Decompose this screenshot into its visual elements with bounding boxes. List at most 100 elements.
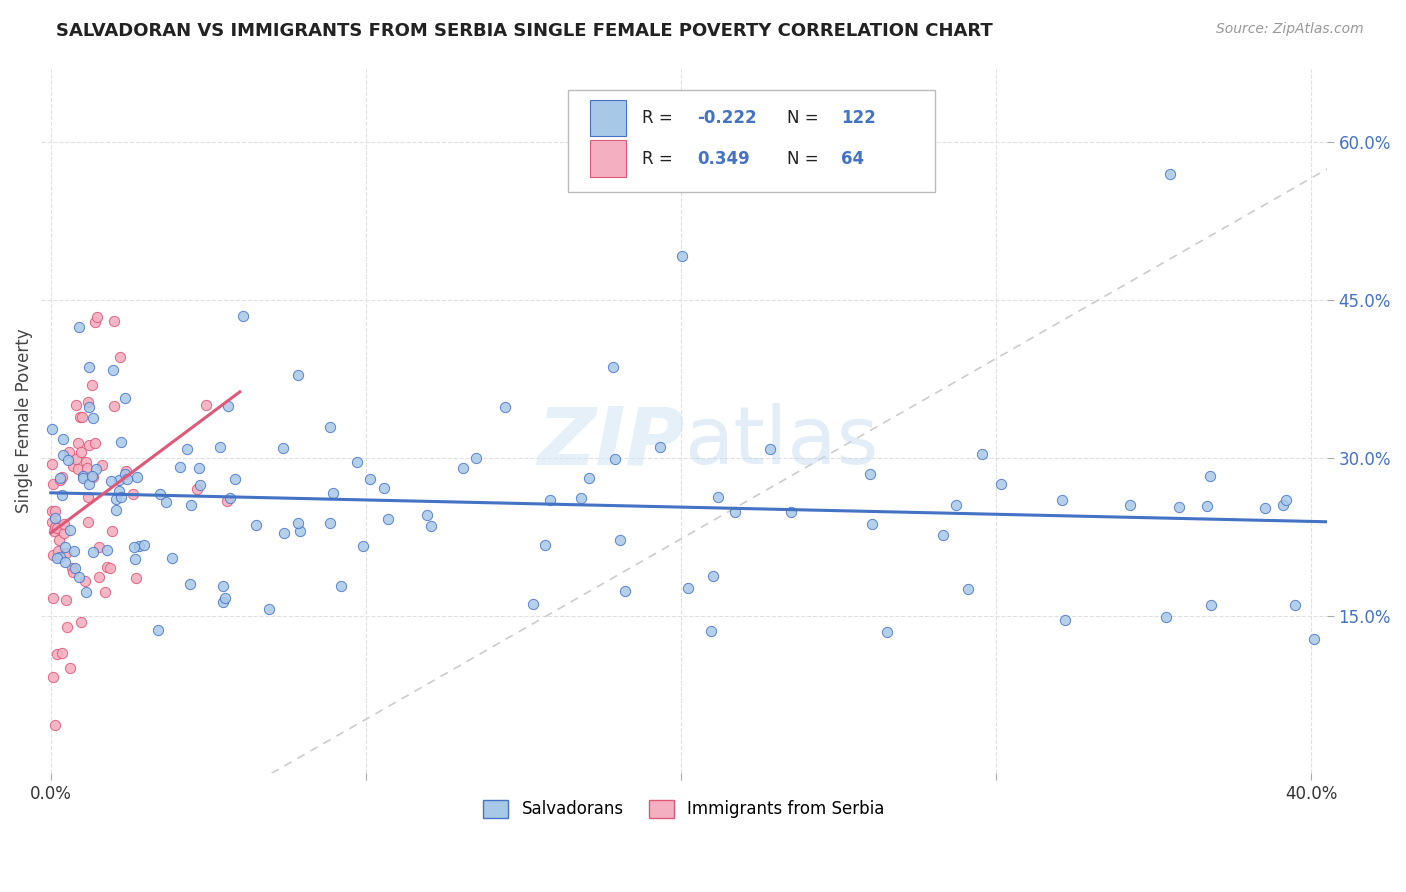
Point: [41, 422, 63, 436]
Point: [75, 574, 97, 588]
Point: [41, 516, 63, 530]
Point: [195, 398, 218, 412]
Point: [245, 517, 267, 532]
Point: [76, 490, 98, 504]
Point: [1154, 610, 1177, 624]
Point: [44, 520, 66, 534]
Point: [76, 461, 98, 475]
Point: [49, 550, 72, 565]
Point: [44, 504, 66, 518]
Point: [650, 440, 672, 454]
Point: [84, 315, 107, 329]
Point: [149, 487, 172, 501]
Point: [82, 545, 104, 559]
Point: [41, 591, 63, 605]
Point: [1119, 498, 1142, 512]
Point: [55, 546, 77, 560]
Point: [609, 533, 631, 547]
Point: [179, 577, 201, 591]
Point: [359, 472, 381, 486]
Point: [104, 491, 127, 506]
Point: [160, 551, 183, 566]
Point: [209, 440, 232, 454]
Point: [125, 470, 148, 484]
Point: [1271, 498, 1294, 512]
Text: R =: R =: [641, 150, 678, 168]
Point: [232, 310, 254, 324]
Text: 0.349: 0.349: [697, 150, 749, 168]
Point: [77, 360, 100, 375]
Point: [65, 561, 87, 575]
Point: [318, 516, 340, 530]
Point: [1053, 614, 1076, 628]
Point: [128, 539, 150, 553]
Point: [124, 551, 146, 566]
Point: [288, 524, 311, 539]
Point: [860, 516, 883, 531]
Point: [44, 511, 66, 525]
Text: atlas: atlas: [683, 403, 879, 481]
Point: [702, 569, 724, 583]
Point: [186, 482, 208, 496]
Point: [51, 488, 73, 502]
Point: [319, 419, 342, 434]
Point: [453, 461, 475, 475]
Point: [522, 597, 544, 611]
Point: [46, 647, 69, 661]
Text: 122: 122: [841, 109, 876, 127]
Point: [352, 539, 374, 553]
Point: [420, 519, 443, 533]
Point: [96, 559, 118, 574]
Point: [1199, 468, 1222, 483]
Point: [108, 483, 131, 498]
Point: [1274, 492, 1296, 507]
Point: [990, 476, 1012, 491]
Bar: [591, 140, 626, 178]
Point: [759, 442, 782, 457]
Point: [58, 452, 80, 467]
Point: [52, 432, 75, 446]
Point: [41, 458, 63, 472]
Point: [724, 504, 747, 518]
Point: [70, 409, 93, 424]
Point: [49, 473, 72, 487]
Point: [377, 512, 399, 526]
Point: [287, 368, 309, 382]
Point: [1303, 632, 1326, 647]
Point: [53, 540, 76, 554]
Point: [62, 566, 84, 580]
Point: [146, 623, 169, 637]
Point: [42, 477, 65, 491]
Point: [122, 540, 145, 554]
Text: N =: N =: [787, 150, 824, 168]
Point: [103, 399, 125, 413]
Point: [69, 409, 91, 424]
Point: [215, 493, 238, 508]
Text: N =: N =: [787, 109, 824, 127]
Point: [214, 591, 236, 606]
Point: [75, 585, 97, 599]
Point: [212, 579, 235, 593]
Point: [84, 462, 107, 476]
Point: [105, 503, 128, 517]
Point: [82, 411, 104, 425]
Point: [77, 438, 100, 452]
Point: [779, 505, 801, 519]
Point: [330, 579, 353, 593]
Point: [80, 378, 103, 392]
Point: [60, 561, 83, 575]
Point: [217, 399, 239, 413]
Point: [53, 516, 76, 531]
Point: [51, 470, 73, 484]
Point: [110, 490, 132, 504]
Text: R =: R =: [641, 109, 678, 127]
Point: [93, 585, 115, 599]
Point: [46, 543, 69, 558]
Point: [169, 460, 191, 475]
Text: 64: 64: [841, 150, 863, 168]
Point: [41, 670, 63, 684]
Point: [46, 550, 69, 565]
Point: [1168, 500, 1191, 515]
Point: [55, 593, 77, 607]
Point: [1050, 492, 1073, 507]
